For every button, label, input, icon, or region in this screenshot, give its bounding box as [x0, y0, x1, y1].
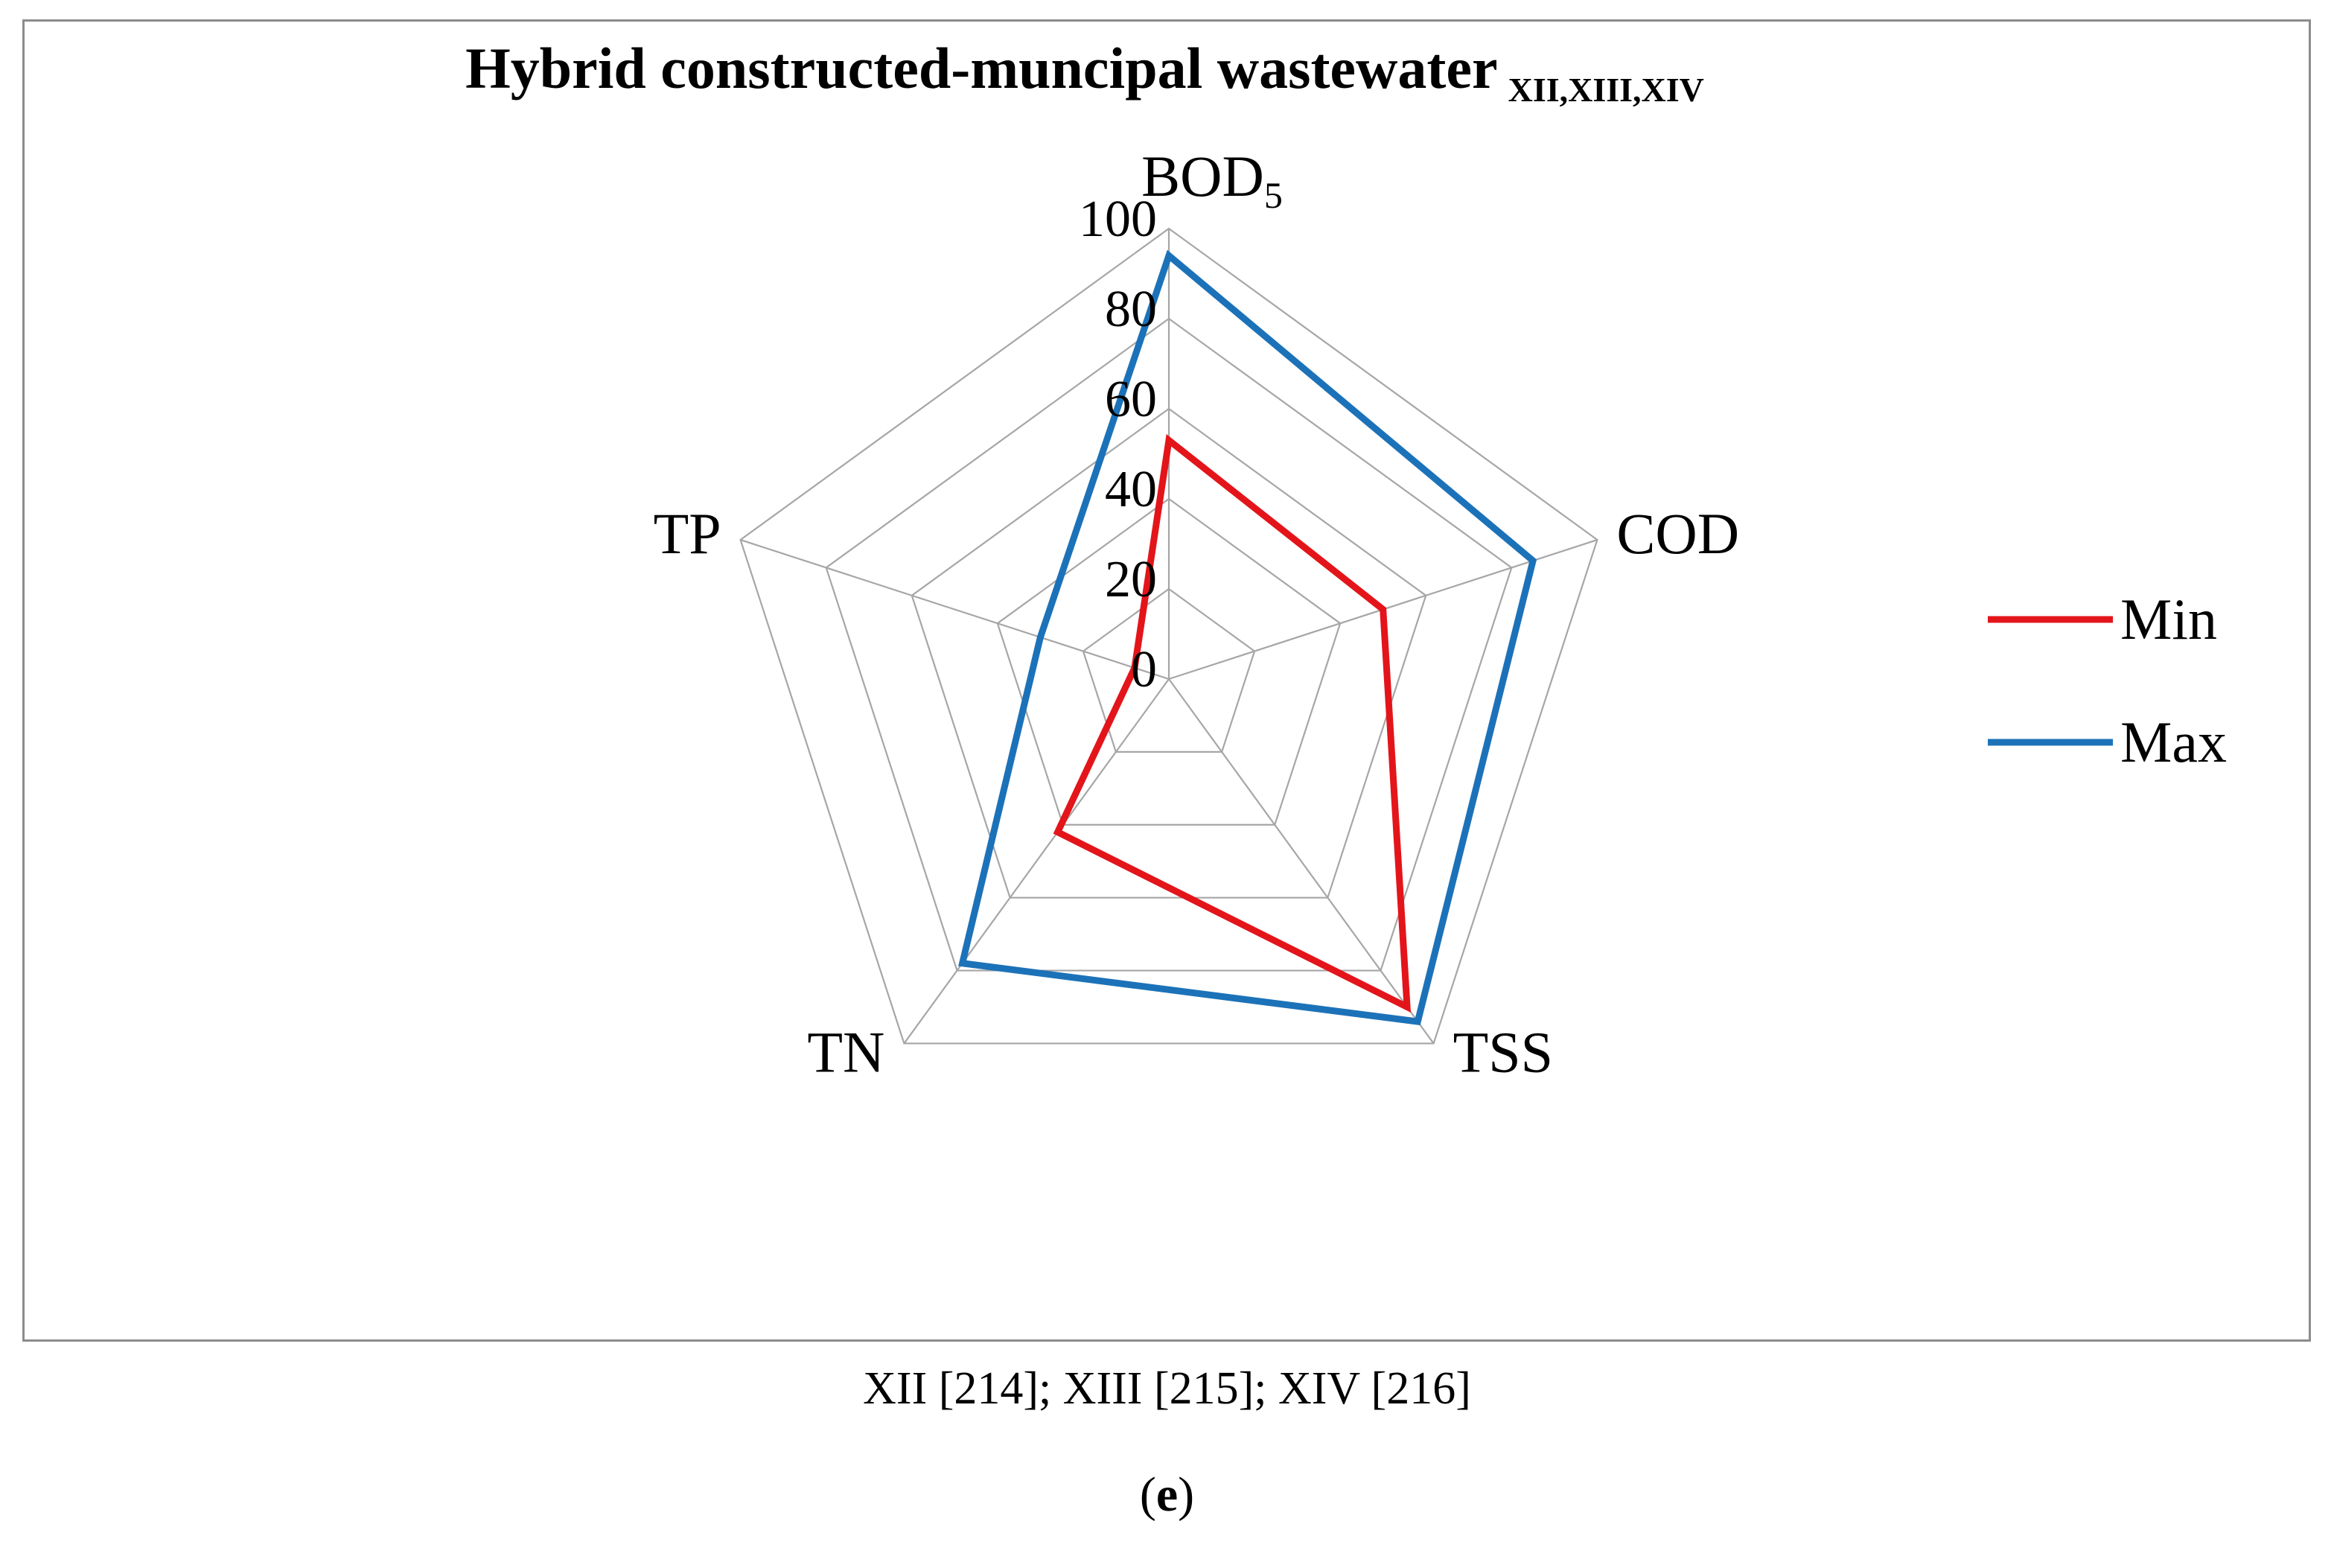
panel-label-letter: e [1155, 1467, 1179, 1522]
legend: Min Max [1988, 587, 2227, 774]
tick-label-0: 0 [1131, 641, 1157, 698]
grid-ring-80 [825, 317, 1513, 972]
grid-ring-20 [1082, 587, 1256, 753]
grid-ring-40 [996, 497, 1342, 826]
tick-label-20: 20 [1105, 551, 1157, 608]
axis-label-tn: TN [807, 1019, 884, 1084]
tick-label-100: 100 [1079, 191, 1157, 248]
chart-title: Hybrid constructed-muncipal wastewater XI… [465, 36, 1704, 109]
axis-label-bod: BOD5 [1141, 144, 1283, 216]
radar-grid [739, 227, 1598, 1045]
chart-title-text: Hybrid constructed-muncipal wastewater [465, 36, 1498, 101]
axis-labels: BOD5 COD TSS TN TP [654, 144, 1739, 1084]
axis-label-cod: COD [1616, 501, 1739, 566]
tick-label-80: 80 [1105, 281, 1157, 338]
source-note: XII [214]; XIII [215]; XIV [216] [863, 1363, 1471, 1414]
grid-ring-100 [739, 227, 1598, 1045]
chart-frame [22, 19, 2311, 1342]
panel-label-open: ( [1139, 1467, 1156, 1522]
grid-ring-60 [911, 407, 1427, 899]
tick-label-60: 60 [1105, 371, 1157, 428]
panel-label-close: ) [1178, 1467, 1195, 1522]
spoke-tn [903, 678, 1170, 1045]
tick-label-40: 40 [1105, 461, 1157, 518]
series-max-line [958, 249, 1537, 1026]
spoke-tss [1168, 678, 1435, 1045]
panel-label: (e) [0, 1467, 2334, 1523]
legend-label-min: Min [2120, 587, 2217, 651]
series-min-line [1053, 434, 1412, 1013]
series-layer [958, 249, 1537, 1026]
legend-label-max: Max [2120, 710, 2227, 774]
spoke-tp [740, 538, 1170, 681]
chart-title-subscript: XII,XIII,XIV [1508, 71, 1704, 109]
tick-labels: 0 20 40 60 80 100 [1079, 191, 1157, 698]
axis-label-tss: TSS [1453, 1019, 1553, 1084]
axis-label-tp: TP [654, 501, 721, 566]
